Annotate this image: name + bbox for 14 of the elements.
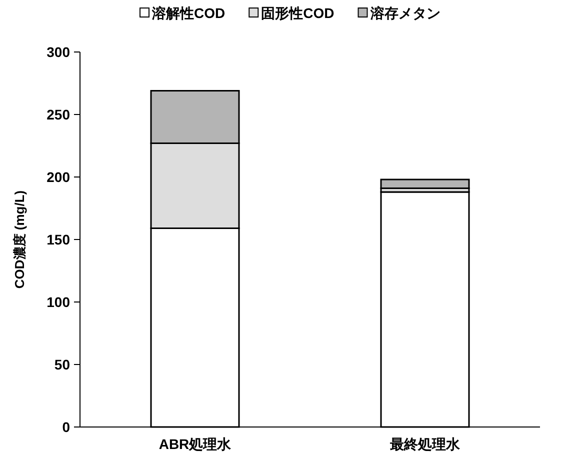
legend-label: 溶存メタン: [369, 5, 440, 21]
y-tick-label: 0: [62, 419, 70, 435]
x-tick-label: 最終処理水: [389, 436, 461, 452]
y-tick-label: 100: [46, 294, 70, 310]
y-tick-label: 250: [46, 106, 70, 122]
x-tick-label: ABR処理水: [158, 436, 232, 452]
y-tick-label: 150: [46, 232, 70, 248]
bar: [380, 178, 470, 189]
y-tick-label: 50: [54, 356, 70, 372]
y-tick-label: 300: [46, 44, 70, 60]
y-tick-label: 200: [46, 169, 70, 185]
y-axis-title: COD濃度 (mg/L): [12, 190, 27, 289]
legend-label: 固形性COD: [261, 5, 334, 21]
legend-label: 溶解性COD: [151, 5, 226, 21]
